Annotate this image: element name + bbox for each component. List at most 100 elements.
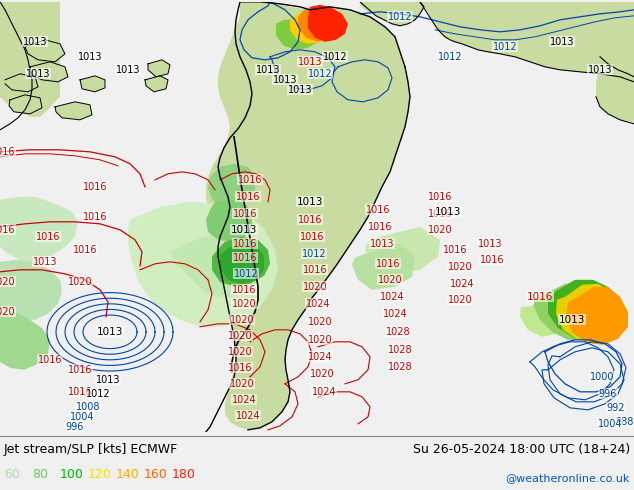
Text: 1020: 1020 (230, 379, 254, 389)
Text: 1016: 1016 (443, 245, 467, 255)
Text: 1013: 1013 (26, 69, 50, 79)
Text: 1016: 1016 (233, 253, 257, 263)
Text: 1013: 1013 (231, 225, 257, 235)
Polygon shape (352, 244, 415, 290)
Text: 1028: 1028 (385, 327, 410, 337)
Text: 1024: 1024 (380, 292, 404, 302)
Polygon shape (170, 234, 265, 297)
Text: 1020: 1020 (448, 262, 472, 272)
Text: 1020: 1020 (428, 225, 452, 235)
Text: 1016: 1016 (36, 232, 60, 242)
Text: 1016: 1016 (0, 147, 15, 157)
Text: 140: 140 (116, 468, 139, 481)
Text: 1016: 1016 (368, 222, 392, 232)
Text: 1004: 1004 (598, 419, 622, 429)
Text: 1020: 1020 (307, 317, 332, 327)
Polygon shape (9, 95, 42, 114)
Polygon shape (30, 62, 68, 82)
Text: 1013: 1013 (370, 239, 394, 249)
Text: 1016: 1016 (236, 192, 260, 202)
Text: 1012: 1012 (307, 69, 332, 79)
Polygon shape (610, 67, 634, 92)
Text: 992: 992 (607, 403, 625, 413)
Text: 1020: 1020 (0, 277, 15, 287)
Text: 1016: 1016 (233, 239, 257, 249)
Text: 1004: 1004 (70, 412, 94, 422)
Text: 1024: 1024 (312, 387, 336, 397)
Polygon shape (298, 7, 337, 42)
Text: 1013: 1013 (116, 65, 140, 75)
Text: 100: 100 (60, 468, 84, 481)
Text: 988: 988 (616, 417, 634, 427)
Polygon shape (0, 312, 50, 370)
Text: 1012: 1012 (302, 249, 327, 259)
Text: 1024: 1024 (383, 309, 407, 319)
Text: 1020: 1020 (448, 295, 472, 305)
Text: 1020: 1020 (302, 282, 327, 292)
Text: 1013: 1013 (97, 327, 123, 337)
Text: 1016: 1016 (232, 285, 256, 295)
Text: 1028: 1028 (387, 362, 412, 372)
Text: 1013: 1013 (550, 37, 574, 47)
Polygon shape (308, 5, 348, 42)
Polygon shape (128, 202, 278, 327)
Text: Jet stream/SLP [kts] ECMWF: Jet stream/SLP [kts] ECMWF (4, 443, 178, 456)
Polygon shape (5, 74, 38, 92)
Text: 1013: 1013 (288, 85, 313, 95)
Text: 60: 60 (4, 468, 20, 481)
Text: 80: 80 (32, 468, 48, 481)
Text: 1016: 1016 (0, 225, 15, 235)
Text: 1013: 1013 (588, 65, 612, 75)
Text: 1016: 1016 (38, 355, 62, 365)
Polygon shape (0, 197, 78, 262)
Text: 1020: 1020 (378, 275, 403, 285)
Text: 1013: 1013 (435, 207, 461, 217)
Polygon shape (566, 287, 628, 345)
Text: 1024: 1024 (450, 279, 474, 289)
Text: 1013: 1013 (297, 197, 323, 207)
Polygon shape (534, 282, 615, 340)
Text: 1020: 1020 (307, 335, 332, 345)
Text: 1016: 1016 (303, 265, 327, 275)
Text: 1016: 1016 (68, 365, 93, 375)
Text: 1016: 1016 (228, 363, 252, 373)
Polygon shape (220, 242, 264, 284)
Text: 1016: 1016 (480, 255, 504, 265)
Text: 1020: 1020 (230, 315, 254, 325)
Text: 1020: 1020 (231, 299, 256, 309)
Polygon shape (365, 227, 440, 274)
Text: 996: 996 (66, 422, 84, 432)
Text: 1012: 1012 (323, 52, 347, 62)
Polygon shape (360, 2, 424, 26)
Polygon shape (206, 200, 252, 242)
Text: 1012: 1012 (437, 52, 462, 62)
Text: 1024: 1024 (307, 352, 332, 362)
Text: Su 26-05-2024 18:00 UTC (18+24): Su 26-05-2024 18:00 UTC (18+24) (413, 443, 630, 456)
Text: 1016: 1016 (83, 212, 107, 222)
Text: 1020: 1020 (0, 307, 15, 317)
Polygon shape (212, 237, 270, 287)
Polygon shape (80, 76, 105, 92)
Text: 1012: 1012 (493, 42, 517, 52)
Text: 1020: 1020 (309, 369, 334, 379)
Text: 1020: 1020 (228, 347, 252, 357)
Polygon shape (556, 284, 622, 342)
Text: 1020: 1020 (228, 331, 252, 341)
Text: 1024: 1024 (236, 411, 261, 421)
Text: @weatheronline.co.uk: @weatheronline.co.uk (506, 473, 630, 483)
Text: 1013: 1013 (478, 239, 502, 249)
Text: 1016: 1016 (527, 292, 553, 302)
Text: 1016: 1016 (238, 175, 262, 185)
Polygon shape (55, 102, 92, 120)
Text: 996: 996 (598, 389, 617, 399)
Polygon shape (520, 297, 566, 337)
Text: 1016: 1016 (428, 192, 452, 202)
Text: 180: 180 (172, 468, 196, 481)
Text: 1012: 1012 (234, 269, 258, 279)
Text: 1016: 1016 (366, 205, 391, 215)
Text: 1008: 1008 (75, 402, 100, 412)
Polygon shape (290, 10, 328, 44)
Text: 1013: 1013 (23, 37, 48, 47)
Text: 1016: 1016 (73, 245, 97, 255)
Text: 1013: 1013 (33, 257, 57, 267)
